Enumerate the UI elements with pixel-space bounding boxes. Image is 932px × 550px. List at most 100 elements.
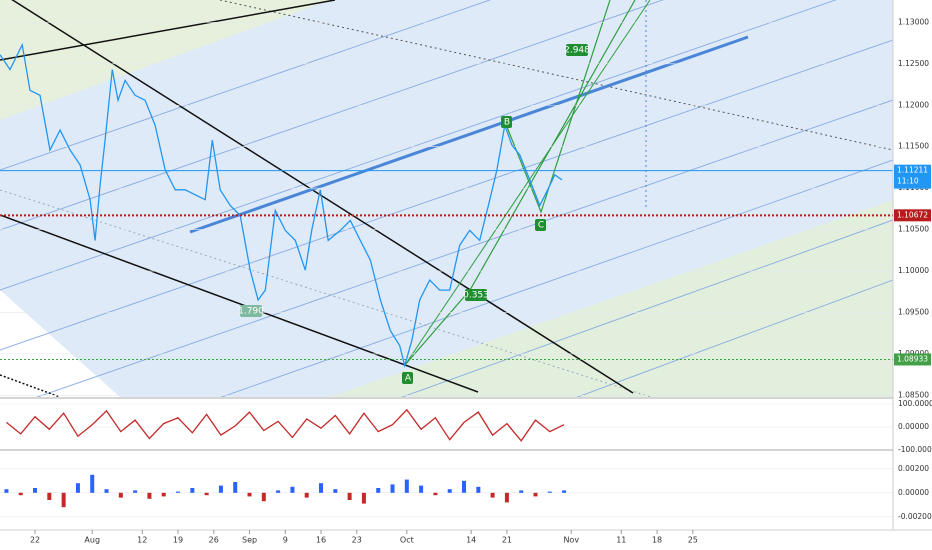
fib-label: 2.948 <box>564 46 590 56</box>
y-tick-label: 1.11500 <box>898 142 929 151</box>
x-tick-label: 23 <box>352 536 362 545</box>
y-tick-label: 1.09500 <box>898 307 929 316</box>
histogram-bar <box>519 490 524 493</box>
histogram-bar <box>376 488 381 493</box>
histogram-bar <box>233 482 238 493</box>
upper-band <box>0 0 330 120</box>
histogram-bar <box>547 491 552 493</box>
price-tag-label: 1.08933 <box>897 354 928 363</box>
histogram-bar <box>133 490 138 493</box>
histogram-bar <box>18 492 23 496</box>
y-tick-label: 0.00200 <box>898 464 929 473</box>
label-box <box>501 116 512 128</box>
label-box <box>535 219 546 231</box>
histogram-bar <box>304 492 309 498</box>
histogram-bar <box>147 492 152 499</box>
histogram-bar <box>33 488 38 493</box>
histogram-bar <box>533 492 538 497</box>
x-tick-label: 22 <box>30 536 40 545</box>
histogram-bar <box>462 480 467 493</box>
histogram-bar <box>161 492 166 497</box>
histogram-bar <box>47 492 52 500</box>
trend-line <box>0 0 336 61</box>
x-tick-label: Oct <box>400 536 414 545</box>
x-tick-label: Nov <box>563 536 579 545</box>
x-tick-label: 26 <box>209 536 219 545</box>
histogram-bar <box>118 492 123 498</box>
dotted-trend <box>0 189 653 397</box>
x-tick-label: 9 <box>283 536 288 545</box>
label-box <box>402 372 413 384</box>
x-tick-label: 12 <box>137 536 147 545</box>
channel-line <box>189 35 749 234</box>
wave-label: B <box>504 118 510 128</box>
price-axis <box>893 0 932 550</box>
y-tick-label: 1.13000 <box>898 17 929 26</box>
histogram-bar <box>176 491 181 493</box>
countdown: 11:10 <box>897 177 919 186</box>
y-tick-label: 1.10500 <box>898 225 929 234</box>
histogram-bar <box>490 492 495 498</box>
histogram-bar <box>504 492 509 503</box>
histogram-bar <box>104 489 109 493</box>
histogram-bar <box>419 485 424 493</box>
x-tick-label: 14 <box>466 536 476 545</box>
histogram-bar <box>404 479 409 493</box>
histogram-bar <box>290 486 295 493</box>
axes: 1.130001.125001.120001.115001.110001.105… <box>30 17 932 544</box>
price-tag <box>894 209 931 222</box>
lower-band <box>330 200 893 397</box>
histogram-bar <box>319 483 324 493</box>
label-box <box>240 305 262 317</box>
histogram-bar <box>90 474 95 493</box>
histogram-bar <box>433 492 438 496</box>
y-tick-label: -100.00000 <box>898 445 932 454</box>
y-tick-label: 1.09000 <box>898 349 929 358</box>
histogram-bar <box>218 485 223 493</box>
histogram-bar <box>390 484 395 493</box>
median-lines <box>0 0 893 397</box>
histogram-bar <box>347 492 352 500</box>
y-tick-label: 1.08500 <box>898 390 929 399</box>
series-line <box>0 42 563 369</box>
fib-label: 1.790 <box>238 307 264 317</box>
y-tick-label: 1.12000 <box>898 100 929 109</box>
price-tag-label: 1.10672 <box>897 210 928 219</box>
fib-extension <box>404 0 651 366</box>
trend-line <box>11 0 634 394</box>
x-tick-label: 25 <box>688 536 698 545</box>
y-tick-label: 1.10000 <box>898 266 929 275</box>
histogram-bar <box>61 492 66 508</box>
histogram-bar <box>447 489 452 493</box>
histogram-bar <box>4 489 9 493</box>
histogram-bar <box>190 488 195 493</box>
y-tick-label: 100.00000 <box>898 399 932 408</box>
x-tick-label: 11 <box>616 536 626 545</box>
annotations: 2.948 0.353 B C A 1.790 <box>238 44 590 384</box>
drawings <box>0 0 893 397</box>
histogram-bar <box>333 489 338 493</box>
trend-line <box>0 374 61 397</box>
x-tick-label: 16 <box>316 536 326 545</box>
histogram-bar <box>276 490 281 493</box>
price-tag <box>894 164 931 189</box>
price-tag-label: 1.11211 <box>897 166 928 175</box>
wave-label: A <box>405 374 412 384</box>
x-tick-label: Sep <box>242 536 257 545</box>
y-tick-label: 0.00000 <box>898 422 929 431</box>
x-tick-label: 18 <box>652 536 662 545</box>
label-box <box>465 289 487 301</box>
label-box <box>566 44 588 56</box>
trend-line <box>0 214 479 393</box>
x-tick-label: 19 <box>173 536 183 545</box>
histogram-bar <box>476 486 481 493</box>
fib-label: 0.353 <box>463 291 489 301</box>
histogram-bar <box>204 492 209 496</box>
outer-zone <box>0 290 120 397</box>
histogram-bar <box>247 492 252 497</box>
histogram-bar <box>261 492 266 502</box>
y-tick-label: -0.00200 <box>898 512 932 521</box>
histogram-bar <box>75 483 80 493</box>
price-tag <box>894 353 931 366</box>
